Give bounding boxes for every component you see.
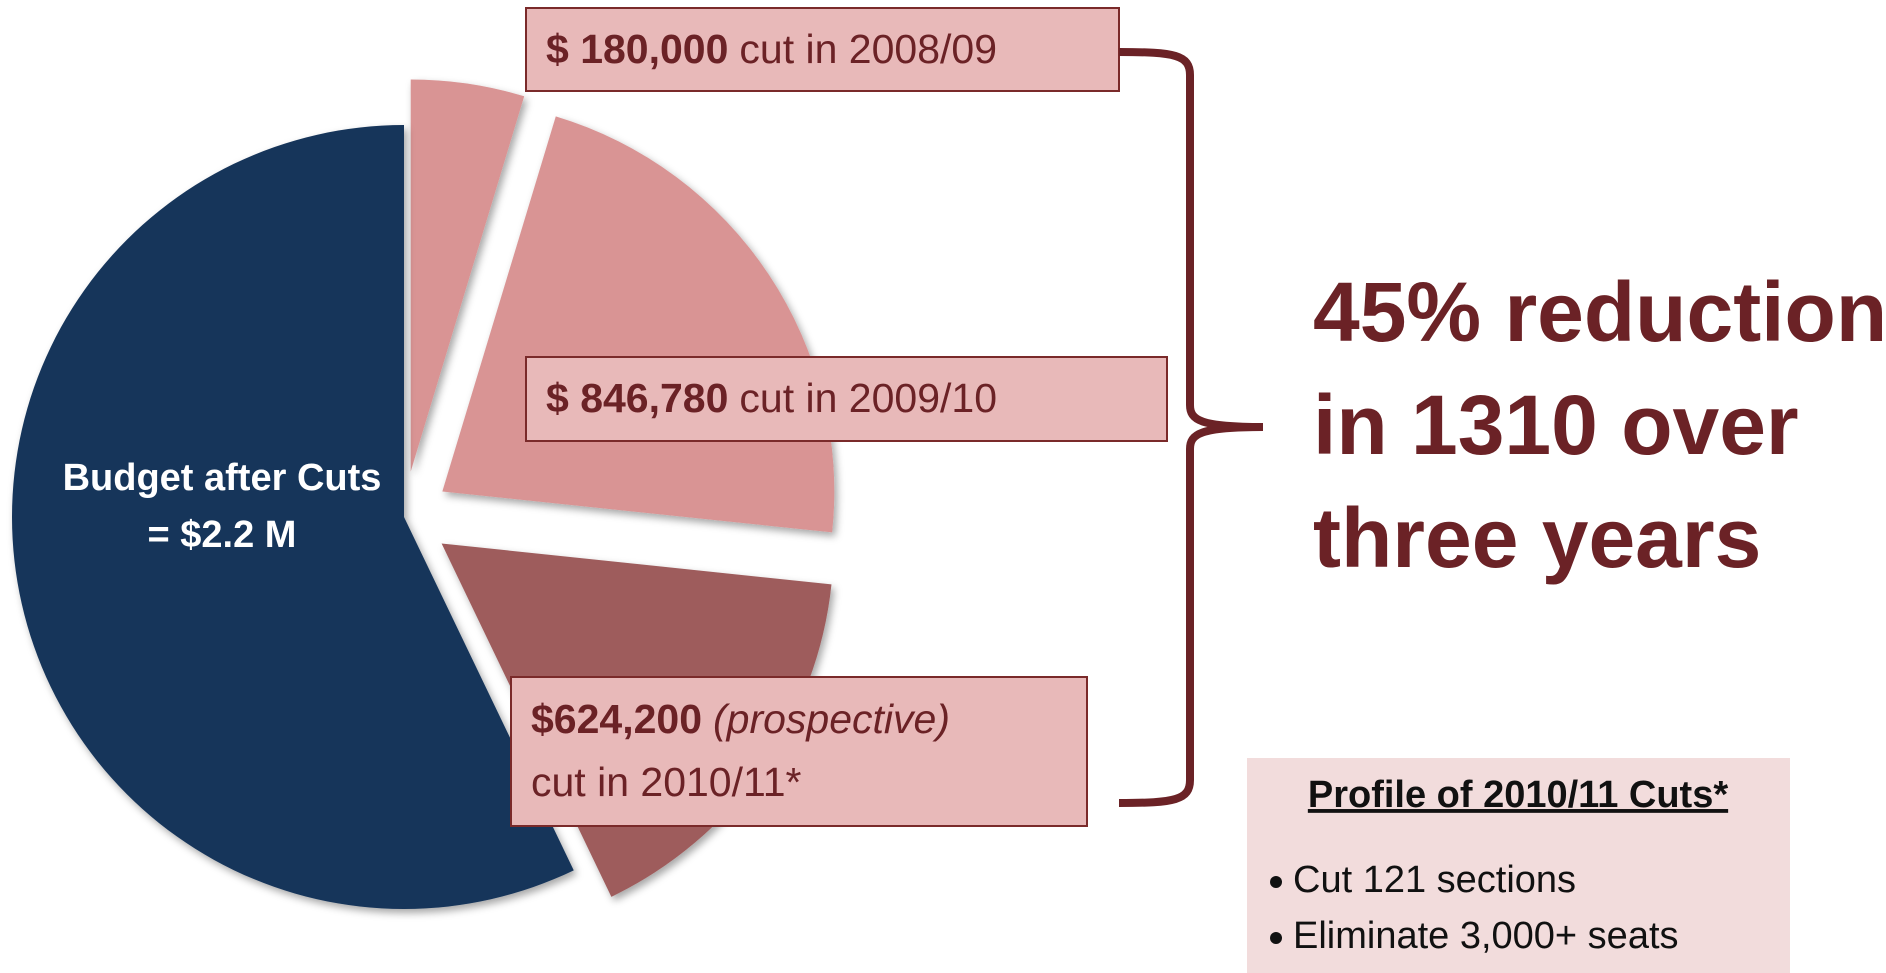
slice-label: Budget after Cuts <box>63 457 382 499</box>
slice-value-label: $624,200 <box>531 696 702 742</box>
label-box <box>525 7 1120 92</box>
callout-line: 45% reduction <box>1313 265 1886 359</box>
label-box <box>510 676 1088 827</box>
annotation: (prospective) <box>713 696 950 742</box>
bullet <box>1270 932 1282 944</box>
slice-label: $ 846,780 cut in 2009/10 <box>546 375 997 421</box>
slice-category: cut in 2010/11* <box>531 759 802 805</box>
bullet <box>1270 876 1282 888</box>
profile-title: Profile of 2010/11 Cuts* <box>1308 774 1728 816</box>
profile-item: Eliminate 3,000+ seats <box>1293 915 1679 957</box>
slice-label: $ 180,000 cut in 2008/09 <box>546 26 997 72</box>
pie-slice <box>442 116 835 533</box>
slice-value-label: $ 846,780 <box>546 375 728 421</box>
callout-line: three years <box>1313 491 1761 585</box>
label-box <box>525 356 1168 442</box>
pie-slice <box>11 125 574 909</box>
callout-line: in 1310 over <box>1313 378 1799 472</box>
profile-box <box>1247 758 1790 973</box>
slice-category: cut in 2009/10 <box>739 375 997 421</box>
slice-label: $624,200 (prospective) <box>531 696 950 742</box>
bracket <box>1118 48 1264 807</box>
pie-slice <box>410 79 525 472</box>
slice-value-label: = $2.2 M <box>148 514 297 556</box>
slice-category: cut in 2008/09 <box>739 26 997 72</box>
slice-value-label: $ 180,000 <box>546 26 728 72</box>
profile-item: Cut 121 sections <box>1293 859 1576 901</box>
